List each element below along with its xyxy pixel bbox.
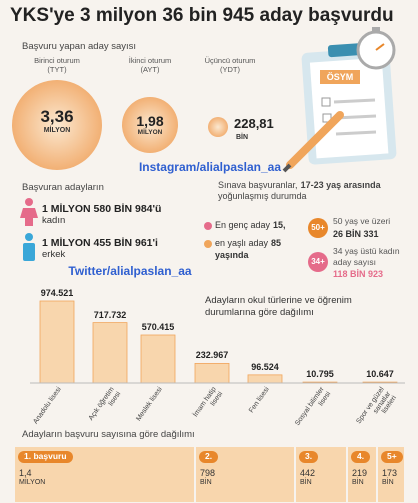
badge-circle (308, 218, 328, 238)
session-value: 228,81 (234, 116, 274, 131)
attempt-label: 3. (299, 451, 319, 463)
badge-label: aday sayısı (333, 256, 376, 267)
bar (92, 322, 128, 384)
age-dot (204, 222, 212, 230)
age-highlight: 17-23 yaş arasında (300, 180, 381, 190)
gender-count: 1 MİLYON 580 BİN 984'ü (42, 203, 162, 215)
tyt-circle (12, 80, 102, 170)
session-value: 3,36 (40, 107, 74, 126)
session-label: (TYT) (47, 65, 67, 74)
female-icon (20, 198, 38, 226)
badge-value: 26 BİN 331 (333, 228, 379, 239)
attempt-unit: BİN (200, 479, 212, 486)
section-heading: Başvuran adayların (22, 182, 104, 193)
clipboard-illustration (282, 27, 397, 173)
session-label: (YDT) (220, 65, 240, 74)
attempt-value: 442 (300, 468, 316, 478)
attempt-unit: BİN (300, 479, 312, 486)
session-unit: MİLYON (137, 129, 163, 136)
value-label: 10.647 (366, 369, 394, 380)
ayt-circle (122, 97, 178, 153)
chart-title: durumlarına göre dağılımı (205, 307, 314, 318)
male-icon (23, 233, 35, 261)
session-label: İkinci oturum (128, 56, 172, 65)
attempt-value: 798 (200, 468, 216, 478)
value-label: 717.732 (93, 309, 127, 320)
section-heading: Adayların başvuru sayısına göre dağılımı (22, 429, 195, 440)
attempt-label: 5+ (381, 451, 403, 463)
oldest-value: 85 (271, 238, 282, 248)
attempt-unit: BİN (382, 479, 394, 486)
session-value: 1,98 (136, 113, 164, 129)
badge-circle (308, 252, 328, 272)
age-intro-line: Sınava başvuranlar, 17-23 yaş arasında (218, 180, 381, 190)
oldest-text: en yaşlı aday (215, 238, 269, 248)
watermark: Instagram/alialpaslan_aa (138, 160, 282, 174)
attempt-unit: BİN (352, 479, 364, 486)
watermark: Twitter/alialpaslan_aa (68, 264, 192, 278)
badge-value: 118 BİN 923 (333, 269, 384, 279)
bar (39, 300, 75, 384)
attempt-unit: MİLYON (19, 479, 46, 486)
youngest-value: 15, (273, 220, 286, 230)
value-label: 974.521 (40, 288, 74, 298)
bar (140, 334, 176, 384)
ydt-circle (208, 117, 228, 137)
section-heading: Başvuru yapan aday sayısı (22, 41, 137, 52)
badge: 34+ (311, 257, 325, 266)
value-label: 10.795 (306, 369, 334, 380)
badge: 50+ (311, 223, 325, 232)
gender-label: kadın (42, 215, 66, 226)
gender-label: erkek (42, 249, 66, 260)
attempt-value: 1,4 (19, 468, 32, 478)
gender-count: 1 MİLYON 455 BİN 961'i (42, 237, 158, 249)
logo: ÖSYM (326, 72, 354, 82)
session-label: Üçüncü oturum (204, 56, 256, 65)
age-intro: Sınava başvuranlar, (218, 180, 298, 190)
chart-title: Adayların okul türlerine ve öğrenim (205, 295, 352, 306)
bar (247, 374, 283, 384)
value-label: 232.967 (195, 350, 229, 361)
session-unit: BİN (236, 134, 249, 141)
age-dot (204, 240, 212, 248)
youngest-text: En genç aday (215, 220, 271, 230)
oldest-suffix: yaşında (215, 250, 249, 260)
badge-label: 50 yaş ve üzeri (333, 216, 391, 226)
bar (194, 362, 230, 384)
attempt-label: 4. (351, 451, 371, 463)
attempt-value: 173 (382, 468, 398, 478)
attempt-value: 219 (352, 468, 368, 478)
badge-label: 34 yaş üstü kadın (333, 246, 400, 256)
value-label: 96.524 (251, 361, 279, 372)
attempt-label: 2. (199, 451, 219, 463)
oldest: en yaşlı aday 85 (215, 238, 281, 248)
session-label: Birinci oturum (34, 56, 80, 65)
session-unit: MİLYON (43, 127, 71, 134)
attempt-label: 1. başvuru (18, 451, 73, 463)
age-rest: yoğunlaşmış durumda (218, 191, 307, 201)
session-label: (AYT) (140, 65, 160, 74)
title: YKS'ye 3 milyon 36 bin 945 aday başvurdu (10, 5, 394, 26)
youngest: En genç aday 15, (215, 220, 286, 230)
value-label: 570.415 (141, 322, 175, 332)
